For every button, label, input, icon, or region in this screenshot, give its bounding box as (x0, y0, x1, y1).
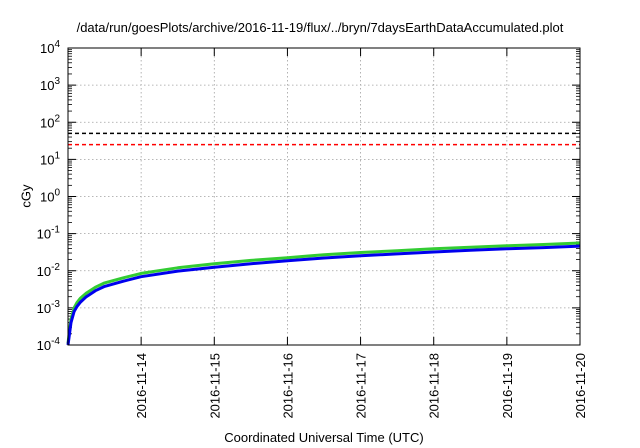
y-tick-label: 10-3 (37, 299, 61, 316)
x-tick-label: 2016-11-20 (573, 353, 588, 419)
series-line (66, 241, 581, 344)
x-tick-label: 2016-11-17 (354, 353, 369, 419)
chart-title: /data/run/goesPlots/archive/2016-11-19/f… (76, 20, 564, 35)
x-axis-label: Coordinated Universal Time (UTC) (224, 430, 424, 445)
y-tick-label: 10-1 (37, 225, 61, 242)
y-tick-label: 100 (40, 188, 60, 205)
series-line (66, 244, 581, 346)
x-tick-label: 2016-11-15 (207, 353, 222, 419)
x-tick-label: 2016-11-16 (280, 353, 295, 419)
x-tick-label: 2016-11-18 (427, 353, 442, 419)
y-axis-label: cGy (18, 184, 34, 208)
x-tick-label: 2016-11-19 (500, 353, 515, 419)
x-tick-label: 2016-11-14 (134, 353, 149, 419)
y-tick-label: 10-4 (37, 336, 61, 353)
y-tick-label: 10-2 (37, 262, 61, 279)
y-tick-label: 104 (40, 39, 60, 56)
plot-frame (67, 47, 581, 346)
y-tick-label: 102 (40, 113, 60, 130)
y-tick-label: 101 (40, 150, 60, 167)
y-tick-label: 103 (40, 76, 60, 93)
